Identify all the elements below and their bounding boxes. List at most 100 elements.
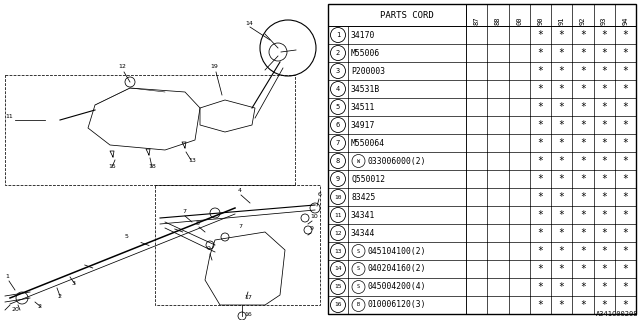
Text: 13: 13 bbox=[334, 249, 342, 253]
Text: 7: 7 bbox=[336, 140, 340, 146]
Text: *: * bbox=[601, 84, 607, 94]
Text: *: * bbox=[623, 192, 628, 202]
Text: *: * bbox=[538, 66, 543, 76]
Text: 11: 11 bbox=[5, 114, 13, 119]
Text: *: * bbox=[559, 264, 564, 274]
Text: *: * bbox=[559, 120, 564, 130]
Text: *: * bbox=[538, 228, 543, 238]
Text: *: * bbox=[538, 174, 543, 184]
Text: 34531B: 34531B bbox=[351, 84, 380, 93]
Text: *: * bbox=[623, 282, 628, 292]
Text: 90: 90 bbox=[538, 17, 543, 25]
Text: *: * bbox=[538, 30, 543, 40]
Text: 3: 3 bbox=[336, 68, 340, 74]
Text: *: * bbox=[559, 30, 564, 40]
Text: *: * bbox=[623, 156, 628, 166]
Text: 5: 5 bbox=[336, 104, 340, 110]
Text: *: * bbox=[580, 228, 586, 238]
Text: B: B bbox=[357, 302, 360, 308]
Text: 12: 12 bbox=[334, 230, 342, 236]
Text: 9: 9 bbox=[310, 226, 314, 231]
Text: *: * bbox=[538, 48, 543, 58]
Text: *: * bbox=[559, 192, 564, 202]
Text: *: * bbox=[538, 264, 543, 274]
Text: *: * bbox=[538, 156, 543, 166]
Text: *: * bbox=[580, 138, 586, 148]
Text: *: * bbox=[580, 174, 586, 184]
Text: 6: 6 bbox=[336, 122, 340, 128]
Text: *: * bbox=[559, 48, 564, 58]
Text: 88: 88 bbox=[495, 17, 501, 25]
Text: 15: 15 bbox=[108, 164, 116, 169]
Text: 8: 8 bbox=[336, 158, 340, 164]
Text: 4: 4 bbox=[238, 188, 242, 193]
Text: 00: 00 bbox=[516, 17, 522, 25]
Text: *: * bbox=[559, 84, 564, 94]
Text: *: * bbox=[538, 120, 543, 130]
Text: *: * bbox=[623, 84, 628, 94]
Text: 13: 13 bbox=[188, 158, 196, 163]
Text: 16: 16 bbox=[244, 312, 252, 317]
Text: S: S bbox=[357, 267, 360, 271]
Text: *: * bbox=[559, 282, 564, 292]
Bar bbox=[155, 185, 320, 305]
Text: 045004200(4): 045004200(4) bbox=[367, 283, 426, 292]
Text: *: * bbox=[601, 210, 607, 220]
Text: 94: 94 bbox=[622, 17, 628, 25]
Text: *: * bbox=[580, 48, 586, 58]
Text: *: * bbox=[623, 174, 628, 184]
Text: 1: 1 bbox=[5, 274, 9, 279]
Text: M550064: M550064 bbox=[351, 139, 385, 148]
Text: 15: 15 bbox=[334, 284, 342, 290]
Text: *: * bbox=[580, 210, 586, 220]
Text: *: * bbox=[601, 282, 607, 292]
Text: 19: 19 bbox=[210, 64, 218, 69]
Text: 8: 8 bbox=[196, 221, 200, 226]
Text: 92: 92 bbox=[580, 17, 586, 25]
Text: *: * bbox=[580, 120, 586, 130]
Text: *: * bbox=[601, 300, 607, 310]
Text: 18: 18 bbox=[148, 164, 156, 169]
Text: 87: 87 bbox=[474, 17, 479, 25]
Text: *: * bbox=[559, 66, 564, 76]
Text: *: * bbox=[538, 282, 543, 292]
Text: *: * bbox=[538, 138, 543, 148]
Text: 4: 4 bbox=[336, 86, 340, 92]
Text: *: * bbox=[601, 48, 607, 58]
Text: *: * bbox=[623, 66, 628, 76]
Text: *: * bbox=[580, 246, 586, 256]
Text: *: * bbox=[623, 102, 628, 112]
Text: 10: 10 bbox=[310, 214, 317, 219]
Text: 045104100(2): 045104100(2) bbox=[367, 246, 426, 255]
Text: 040204160(2): 040204160(2) bbox=[367, 265, 426, 274]
Text: 20: 20 bbox=[12, 307, 20, 312]
Text: 7: 7 bbox=[238, 224, 242, 229]
Text: *: * bbox=[623, 300, 628, 310]
Text: 5: 5 bbox=[125, 234, 129, 239]
Text: *: * bbox=[601, 264, 607, 274]
Text: 17: 17 bbox=[244, 295, 252, 300]
Text: *: * bbox=[559, 228, 564, 238]
Text: 83425: 83425 bbox=[351, 193, 376, 202]
Text: *: * bbox=[601, 102, 607, 112]
Text: *: * bbox=[601, 138, 607, 148]
Text: S: S bbox=[357, 249, 360, 253]
Text: *: * bbox=[580, 156, 586, 166]
Text: 16: 16 bbox=[334, 302, 342, 308]
Text: *: * bbox=[601, 192, 607, 202]
Bar bbox=[5, 75, 295, 185]
Text: *: * bbox=[538, 300, 543, 310]
Text: P200003: P200003 bbox=[351, 67, 385, 76]
Text: 2: 2 bbox=[58, 294, 62, 299]
Text: 10: 10 bbox=[334, 195, 342, 199]
Text: *: * bbox=[623, 48, 628, 58]
Text: 91: 91 bbox=[559, 17, 564, 25]
Text: *: * bbox=[559, 210, 564, 220]
Text: *: * bbox=[623, 264, 628, 274]
Text: 93: 93 bbox=[601, 17, 607, 25]
Text: *: * bbox=[538, 210, 543, 220]
Text: *: * bbox=[580, 66, 586, 76]
Text: 34511: 34511 bbox=[351, 102, 376, 111]
Text: *: * bbox=[623, 246, 628, 256]
Text: 3: 3 bbox=[72, 281, 76, 286]
